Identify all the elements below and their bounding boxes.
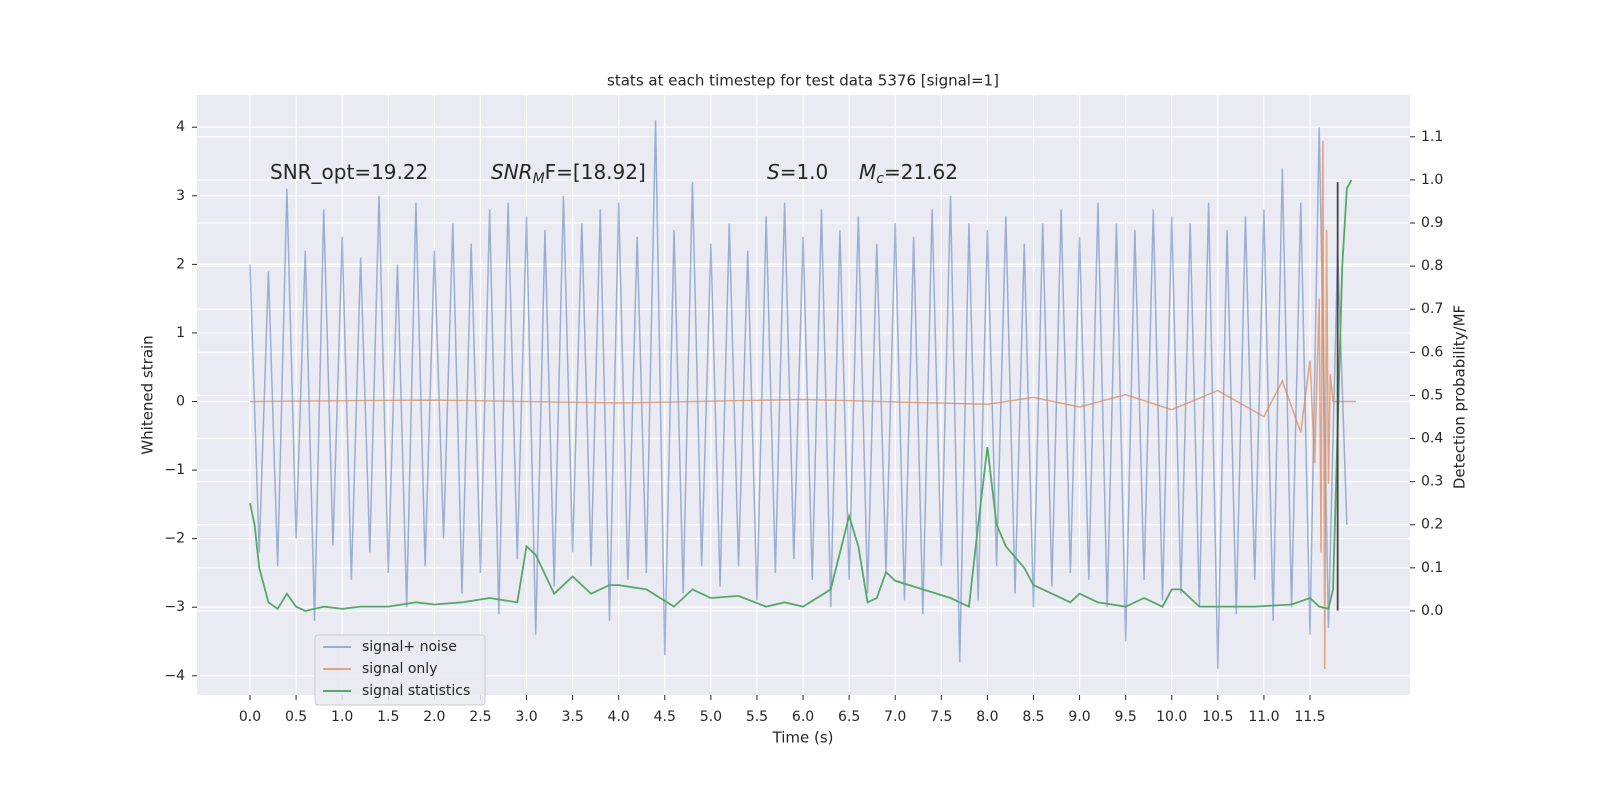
y-tick-label: −4 bbox=[164, 668, 185, 684]
x-tick-label: 11.0 bbox=[1248, 709, 1279, 725]
x-tick-label: 0.0 bbox=[239, 709, 261, 725]
legend-label: signal+ noise bbox=[362, 639, 457, 655]
chart-title: stats at each timestep for test data 537… bbox=[607, 72, 999, 90]
legend-label: signal statistics bbox=[362, 683, 470, 699]
annotation: Mc=21.62 bbox=[859, 160, 958, 188]
annotation-part: SNR bbox=[491, 160, 533, 184]
x-tick-label: 6.0 bbox=[792, 709, 814, 725]
annotation: S=1.0 bbox=[767, 160, 828, 184]
y2-tick-label: 0.6 bbox=[1421, 344, 1443, 360]
y-tick-label: −3 bbox=[164, 599, 185, 615]
y2-tick-label: 0.8 bbox=[1421, 258, 1443, 274]
annotation-part: =1.0 bbox=[780, 160, 829, 184]
y2-tick-label: 1.1 bbox=[1421, 129, 1443, 145]
x-tick-label: 8.5 bbox=[1022, 709, 1044, 725]
y2-axis-label: Detection probability/MF bbox=[1451, 305, 1469, 489]
annotation: SNR_opt=19.22 bbox=[270, 160, 428, 184]
y-tick-label: 0 bbox=[176, 394, 185, 410]
y2-tick-label: 0.5 bbox=[1421, 387, 1443, 403]
annotation-part: c bbox=[876, 171, 884, 187]
annotation-part: M bbox=[533, 171, 545, 187]
x-tick-label: 7.0 bbox=[884, 709, 906, 725]
series-line bbox=[249, 140, 1357, 669]
y-axis-label: Whitened strain bbox=[139, 335, 157, 454]
annotation-part: SNR_opt=19.22 bbox=[270, 160, 428, 184]
y2-tick-label: 0.3 bbox=[1421, 474, 1443, 490]
y-tick-label: 2 bbox=[176, 256, 185, 272]
x-tick-label: 4.0 bbox=[608, 709, 630, 725]
annotation-part: S bbox=[767, 160, 780, 184]
x-tick-label: 11.5 bbox=[1294, 709, 1325, 725]
marks bbox=[249, 120, 1357, 669]
y-tick-label: −1 bbox=[164, 462, 185, 478]
x-tick-label: 9.0 bbox=[1068, 709, 1090, 725]
y2-tick-label: 0.1 bbox=[1421, 560, 1443, 576]
y-tick-label: 4 bbox=[176, 119, 185, 135]
x-tick-label: 3.0 bbox=[515, 709, 537, 725]
y2-tick-label: 0.7 bbox=[1421, 301, 1443, 317]
x-tick-label: 2.0 bbox=[423, 709, 445, 725]
y-tick-label: −2 bbox=[164, 531, 185, 547]
y2-tick-label: 0.2 bbox=[1421, 517, 1443, 533]
legend-box bbox=[314, 634, 486, 706]
x-tick-label: 10.0 bbox=[1156, 709, 1187, 725]
x-tick-label: 5.5 bbox=[746, 709, 768, 725]
y-tick-label: 3 bbox=[176, 188, 185, 204]
x-tick-label: 3.5 bbox=[561, 709, 583, 725]
legend: signal+ noise signal only signal statistic… bbox=[314, 634, 486, 706]
x-tick-label: 5.0 bbox=[700, 709, 722, 725]
x-tick-label: 1.0 bbox=[331, 709, 353, 725]
series-line bbox=[249, 120, 1348, 669]
x-tick-label: 8.0 bbox=[976, 709, 998, 725]
x-tick-label: 6.5 bbox=[838, 709, 860, 725]
x-tick-label: 4.5 bbox=[654, 709, 676, 725]
x-tick-label: 0.5 bbox=[285, 709, 307, 725]
annotation-part: F=[18.92] bbox=[545, 160, 646, 184]
x-tick-label: 1.5 bbox=[377, 709, 399, 725]
annotation: SNRMF=[18.92] bbox=[491, 160, 646, 188]
x-tick-label: 9.5 bbox=[1115, 709, 1137, 725]
y2-tick-label: 0.9 bbox=[1421, 215, 1443, 231]
x-axis-label: Time (s) bbox=[772, 729, 834, 747]
x-tick-label: 2.5 bbox=[469, 709, 491, 725]
x-tick-label: 7.5 bbox=[930, 709, 952, 725]
y-tick-label: 1 bbox=[176, 325, 185, 341]
legend-label: signal only bbox=[362, 661, 437, 677]
x-tick-label: 10.5 bbox=[1202, 709, 1233, 725]
series-line bbox=[249, 179, 1353, 612]
y2-tick-label: 0.0 bbox=[1421, 603, 1443, 619]
annotation-part: M bbox=[859, 160, 876, 184]
y2-tick-label: 1.0 bbox=[1421, 172, 1443, 188]
y2-tick-label: 0.4 bbox=[1421, 431, 1443, 447]
annotation-part: =21.62 bbox=[884, 160, 958, 184]
